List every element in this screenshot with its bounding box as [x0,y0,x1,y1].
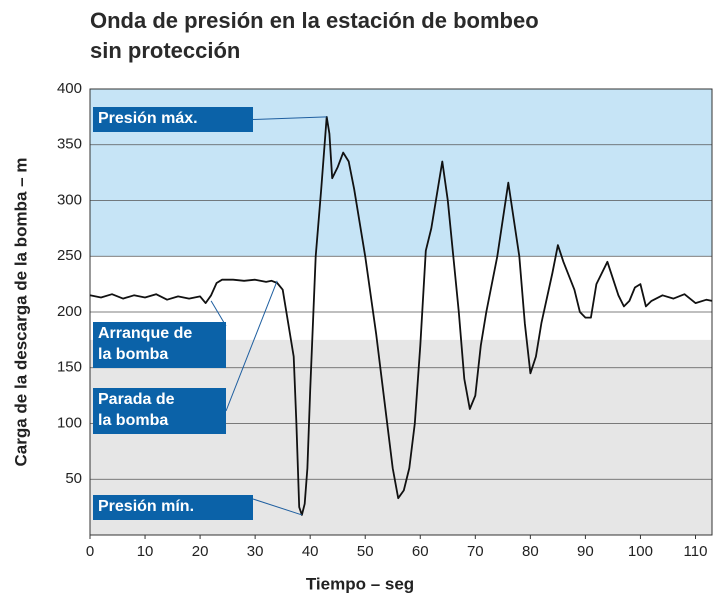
y-tick-label: 300 [57,191,82,208]
annotation-text: la bomba [98,346,168,363]
x-tick-label: 70 [467,543,484,560]
y-tick-label: 350 [57,136,82,153]
annotation-text: Presión máx. [98,110,198,127]
y-tick-label: 400 [57,80,82,97]
x-tick-label: 40 [302,543,319,560]
x-tick-label: 10 [137,543,154,560]
leader-line [225,280,278,412]
x-tick-label: 60 [412,543,429,560]
plot-frame [89,88,713,536]
x-tick-label: 80 [522,543,539,560]
chart-title: sin protección [90,38,240,63]
x-tick-label: 0 [86,543,94,560]
annotation-text: Presión mín. [98,498,194,515]
leader-line [252,116,327,120]
annotation-box [93,322,226,368]
x-tick-label: 30 [247,543,264,560]
y-axis-label: Carga de la descarga de la bomba – m [11,158,30,467]
line-series [89,116,713,516]
y-tick-label: 100 [57,414,82,431]
annotation-box [93,107,253,132]
x-tick-label: 20 [192,543,209,560]
x-tick-label: 50 [357,543,374,560]
y-tick-label: 50 [65,470,82,487]
annotation-box [93,388,226,434]
chart-title: Onda de presión en la estación de bombeo [90,8,539,33]
y-tick-label: 250 [57,247,82,264]
annotation-box [93,495,253,520]
annotation-text: Arranque de [98,325,192,342]
leader-line [252,498,303,516]
x-axis-label: Tiempo – seg [306,574,414,593]
annotation-text: Parada de [98,391,175,408]
x-tick-label: 100 [628,543,653,560]
x-tick-label: 90 [577,543,594,560]
y-tick-label: 150 [57,359,82,376]
annotation-text: la bomba [98,412,168,429]
y-tick-label: 200 [57,303,82,320]
x-tick-label: 110 [684,543,708,560]
leader-line [210,300,227,327]
